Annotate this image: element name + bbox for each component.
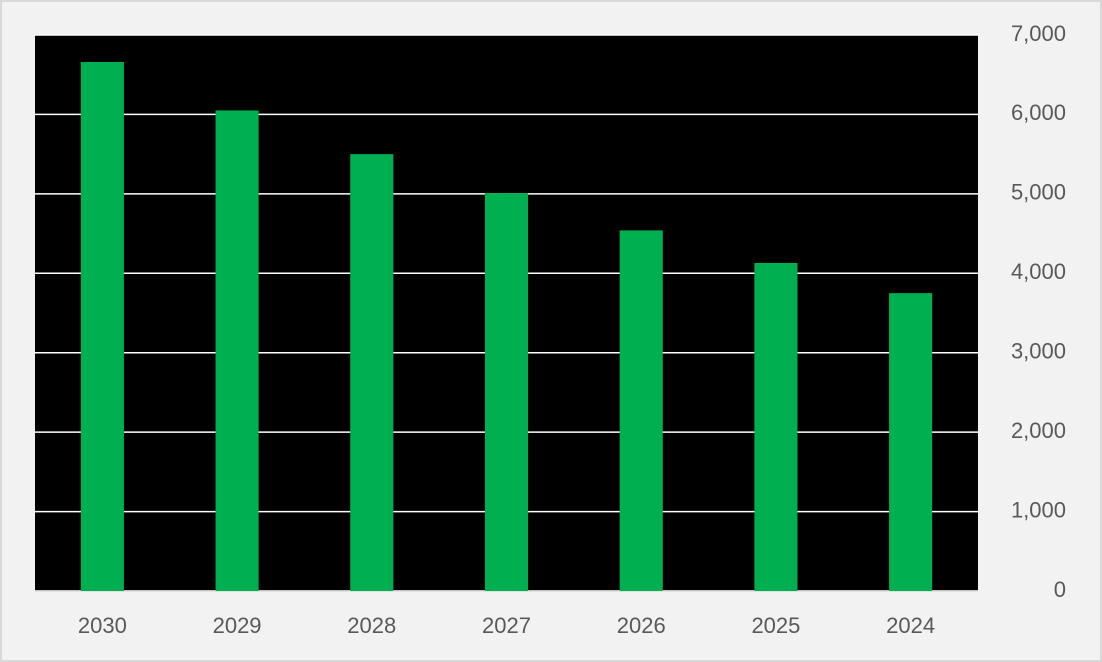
x-tick-label: 2030 (78, 613, 127, 638)
x-tick-label: 2028 (347, 613, 396, 638)
bar (889, 293, 933, 591)
y-tick-label: 1,000 (1011, 497, 1066, 522)
y-tick-label: 3,000 (1011, 339, 1066, 364)
x-tick-label: 2026 (617, 613, 666, 638)
x-tick-label: 2025 (751, 613, 800, 638)
bar (619, 230, 663, 591)
y-tick-label: 4,000 (1011, 259, 1066, 284)
bar (350, 154, 394, 591)
x-tick-label: 2027 (482, 613, 531, 638)
bar (754, 262, 798, 591)
y-tick-label: 7,000 (1011, 21, 1066, 46)
y-tick-label: 5,000 (1011, 180, 1066, 205)
x-tick-label: 2024 (886, 613, 935, 638)
x-tick-label: 2029 (213, 613, 262, 638)
y-tick-label: 6,000 (1011, 100, 1066, 125)
bar (215, 110, 259, 591)
bar (80, 62, 124, 591)
y-tick-label: 0 (1054, 577, 1066, 602)
bar (484, 193, 529, 591)
y-tick-label: 2,000 (1011, 418, 1066, 443)
